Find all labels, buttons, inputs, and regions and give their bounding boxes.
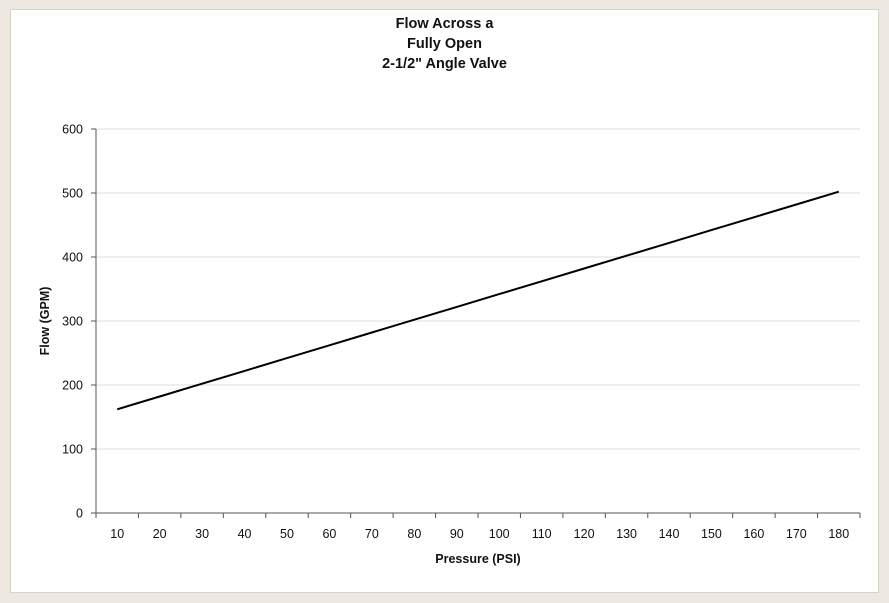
chart-title-line-3: 2-1/2" Angle Valve: [382, 56, 507, 72]
y-tick-label: 300: [62, 315, 83, 329]
series-layer: [116, 190, 840, 411]
flow-series-line: [116, 190, 840, 411]
x-tick-label: 140: [659, 527, 680, 541]
y-tick-labels: 0 100 200 300 400 500 600: [62, 123, 83, 521]
x-tick-label: 30: [195, 527, 209, 541]
chart-title: Flow Across a Fully Open 2-1/2" Angle Va…: [0, 14, 889, 74]
gridlines: [96, 128, 860, 450]
x-tick-label: 160: [743, 527, 764, 541]
y-axis-label: Flow (GPM): [38, 287, 52, 356]
x-tick-labels: 10 20 30 40 50 60 70 80 90 100 110 120 130 140 150 160 1…: [110, 527, 849, 541]
x-tick-label: 60: [322, 527, 336, 541]
chart-frame: [10, 9, 879, 593]
chart-title-line-1: Flow Across a: [395, 16, 494, 32]
x-tick-label: 120: [574, 527, 595, 541]
x-tick-label: 80: [407, 527, 421, 541]
x-tick-label: 10: [110, 527, 124, 541]
x-tick-label: 90: [450, 527, 464, 541]
x-tick-label: 40: [238, 527, 252, 541]
y-tick-label: 600: [62, 123, 83, 137]
x-tick-label: 20: [153, 527, 167, 541]
x-tick-label: 180: [828, 527, 849, 541]
x-tick-label: 170: [786, 527, 807, 541]
x-tick-label: 50: [280, 527, 294, 541]
y-tick-label: 400: [62, 251, 83, 265]
y-tick-label: 0: [76, 507, 83, 521]
y-tick-label: 200: [62, 379, 83, 393]
x-tick-label: 70: [365, 527, 379, 541]
axes: [91, 128, 861, 518]
x-tick-label: 150: [701, 527, 722, 541]
y-tick-label: 500: [62, 187, 83, 201]
chart-title-line-2: Fully Open: [407, 36, 482, 52]
x-tick-label: 130: [616, 527, 637, 541]
y-tick-label: 100: [62, 443, 83, 457]
x-tick-label: 100: [489, 527, 510, 541]
x-axis-label: Pressure (PSI): [435, 552, 520, 566]
x-tick-label: 110: [532, 527, 552, 541]
